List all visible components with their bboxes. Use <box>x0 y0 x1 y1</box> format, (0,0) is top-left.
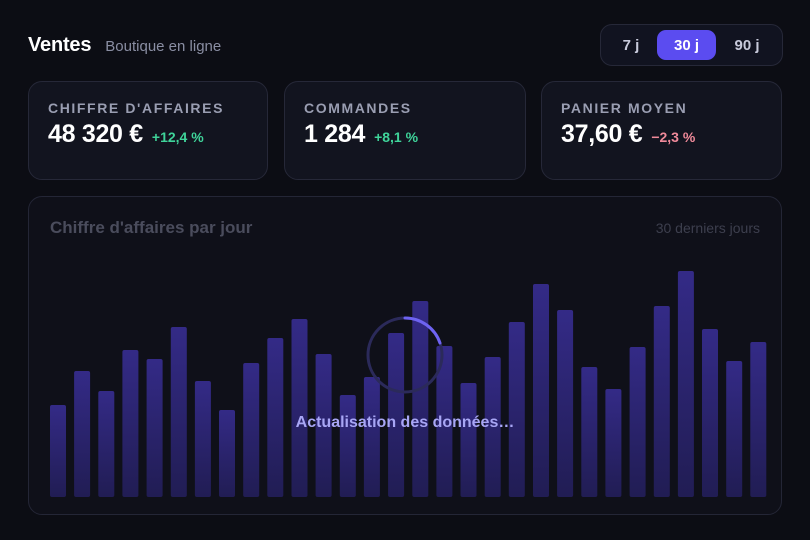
revenue-bar-chart <box>50 271 767 497</box>
chart-bar <box>677 271 694 497</box>
loading-text: Actualisation des données… <box>295 414 515 431</box>
chart-bar <box>508 322 525 497</box>
chart-bar <box>388 333 405 497</box>
chart-bar <box>484 357 501 497</box>
kpi-value: 48 320 € <box>48 120 143 148</box>
loading-spinner-icon <box>366 316 444 394</box>
kpi-value: 37,60 € <box>561 120 643 148</box>
chart-bar <box>605 389 622 497</box>
chart-bar <box>98 391 115 497</box>
chart-bar <box>339 395 356 497</box>
kpi-delta: +8,1 % <box>374 129 419 145</box>
chart-bar <box>750 342 767 497</box>
chart-bar <box>726 361 743 497</box>
kpi-label: PANIER MOYEN <box>561 100 688 116</box>
kpi-card-orders: COMMANDES 1 284 +8,1 % <box>284 81 526 180</box>
chart-bar <box>219 410 235 497</box>
chart-bar <box>291 319 308 497</box>
chart-bar <box>315 354 332 497</box>
kpi-delta: +12,4 % <box>151 129 204 145</box>
page-subtitle: Boutique en ligne <box>105 38 222 55</box>
chart-bar <box>363 377 380 497</box>
page-title: Ventes <box>28 34 92 56</box>
chart-bar <box>170 327 187 497</box>
chart-bar <box>194 381 211 497</box>
chart-bar <box>557 310 574 497</box>
chart-bar <box>412 301 429 497</box>
chart-bar <box>146 359 163 497</box>
chart-bar <box>50 405 66 497</box>
chart-period: 30 derniers jours <box>655 220 760 236</box>
period-90-button[interactable]: 90 j <box>734 36 760 54</box>
chart-bar <box>436 346 453 497</box>
period-30-button[interactable]: 30 j <box>657 30 716 60</box>
chart-bar <box>122 350 139 497</box>
chart-title: Chiffre d'affaires par jour <box>50 218 253 237</box>
chart-bar <box>629 347 646 497</box>
kpi-delta: −2,3 % <box>651 129 696 145</box>
chart-bar <box>74 371 91 497</box>
loading-overlay: Actualisation des données… <box>29 197 781 514</box>
chart-bar <box>243 363 260 497</box>
period-selector: 7 j 30 j 90 j <box>600 24 783 66</box>
kpi-label: CHIFFRE D'AFFAIRES <box>48 100 225 116</box>
page-header: Ventes Boutique en ligne <box>28 34 221 57</box>
chart-bar <box>267 338 284 497</box>
period-7-button[interactable]: 7 j <box>622 36 640 54</box>
kpi-card-revenue: CHIFFRE D'AFFAIRES 48 320 € +12,4 % <box>28 81 268 180</box>
chart-bar <box>533 284 549 497</box>
revenue-chart-card: Chiffre d'affaires par jour 30 derniers … <box>28 196 782 515</box>
chart-bar <box>581 367 598 497</box>
chart-bar <box>702 329 718 497</box>
kpi-label: COMMANDES <box>304 100 412 116</box>
chart-bar <box>653 306 670 497</box>
kpi-value: 1 284 <box>304 120 366 148</box>
kpi-card-average-basket: PANIER MOYEN 37,60 € −2,3 % <box>541 81 782 180</box>
chart-bar <box>460 383 477 497</box>
